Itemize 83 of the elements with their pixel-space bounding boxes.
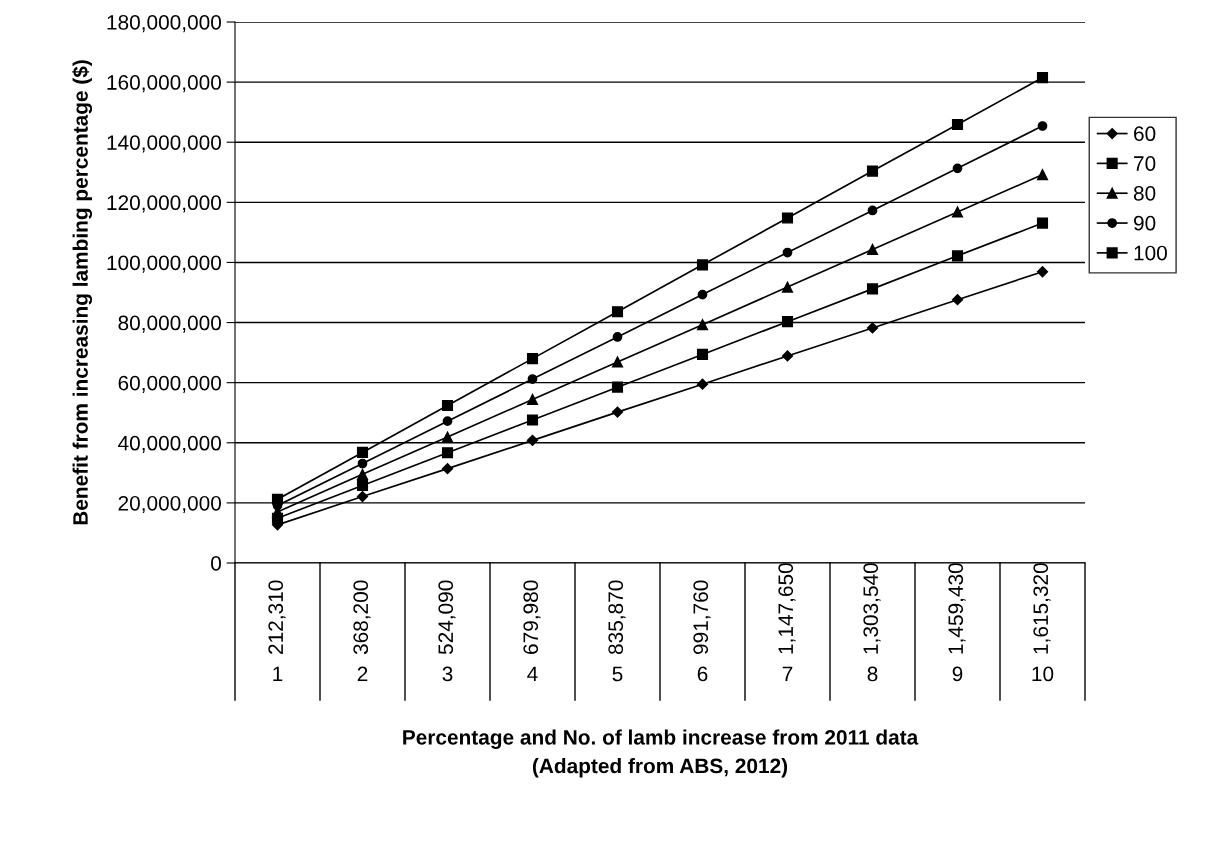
point	[781, 350, 794, 362]
point	[356, 446, 369, 458]
point	[611, 381, 624, 393]
point	[1036, 266, 1049, 278]
point	[867, 205, 878, 216]
point	[357, 458, 368, 469]
text: 1,303,540	[863, 563, 881, 654]
x-tick-label: 10	[1032, 666, 1054, 682]
y-tick-label: 180,000,000	[107, 15, 221, 33]
x-tick-label: 5	[612, 666, 623, 682]
point	[271, 493, 284, 505]
point	[866, 165, 879, 177]
x-tick-label: 2	[357, 666, 368, 682]
point	[611, 356, 624, 368]
point	[781, 281, 794, 293]
point	[526, 353, 539, 365]
point	[611, 406, 624, 418]
text: 679,980	[523, 580, 541, 654]
y-tick-label: 20,000,000	[118, 495, 221, 514]
text: 368,200	[353, 580, 371, 655]
point	[782, 247, 793, 258]
point	[951, 118, 964, 131]
text: 835,870	[608, 580, 626, 655]
point	[781, 316, 794, 328]
point	[441, 431, 454, 443]
point	[696, 378, 709, 390]
point	[441, 399, 454, 412]
point	[526, 414, 539, 426]
text: 1,147,650	[778, 563, 796, 654]
legend-label: 100	[1134, 245, 1167, 261]
point	[951, 206, 964, 218]
point	[696, 348, 709, 360]
point	[696, 319, 709, 331]
y-tick-label: 40,000,000	[118, 435, 221, 453]
y-tick-label: 140,000,000	[107, 135, 221, 153]
point	[611, 306, 624, 318]
point	[696, 259, 709, 271]
legend-label: 90	[1133, 215, 1156, 231]
point	[952, 163, 963, 174]
y-tick-label: 0	[211, 556, 221, 571]
x-tick-label: 4	[527, 666, 538, 682]
x-tick-label: 3	[442, 666, 453, 682]
point	[951, 294, 964, 306]
point	[441, 463, 454, 475]
point	[951, 250, 964, 262]
y-tick-label: 100,000,000	[107, 255, 221, 273]
point	[527, 374, 538, 384]
text: 212,310	[268, 580, 286, 654]
y-tick-label: 80,000,000	[118, 315, 221, 333]
x-tick-label: 8	[867, 666, 878, 682]
point	[441, 447, 454, 459]
point	[866, 283, 879, 295]
point	[526, 393, 539, 406]
x-tick-label: 7	[782, 666, 793, 682]
point	[1037, 121, 1048, 131]
point	[612, 332, 623, 342]
legend-label: 70	[1134, 156, 1156, 171]
point	[1036, 217, 1049, 229]
text: 1,459,430	[948, 563, 966, 654]
point	[356, 490, 369, 503]
text: 991,760	[693, 580, 711, 655]
point	[1036, 169, 1049, 181]
y-tick-label: 60,000,000	[118, 375, 221, 393]
point	[866, 322, 879, 334]
y-tick-label: 160,000,000	[107, 75, 221, 93]
point	[866, 243, 879, 256]
y-tick-label: 120,000,000	[107, 195, 221, 213]
point	[1036, 72, 1049, 84]
y-axis-title: Benefit from increasing lambing percentage ($)	[72, 60, 93, 525]
legend-label: 60	[1134, 126, 1156, 142]
point	[442, 416, 453, 426]
text: 524,090	[438, 580, 456, 655]
point	[697, 289, 708, 300]
point	[356, 468, 369, 480]
x-axis-title: Percentage and No. of lamb increase from 2011 data (Adapted from ABS, 2012)	[403, 729, 919, 778]
point	[526, 434, 539, 446]
point	[356, 479, 369, 492]
x-tick-label: 6	[697, 666, 708, 682]
text: 1,615,320	[1033, 563, 1051, 654]
legend-label: 80	[1133, 185, 1156, 201]
x-tick-label: 1	[273, 666, 283, 682]
x-tick-label: 9	[952, 666, 963, 682]
point	[781, 212, 794, 224]
